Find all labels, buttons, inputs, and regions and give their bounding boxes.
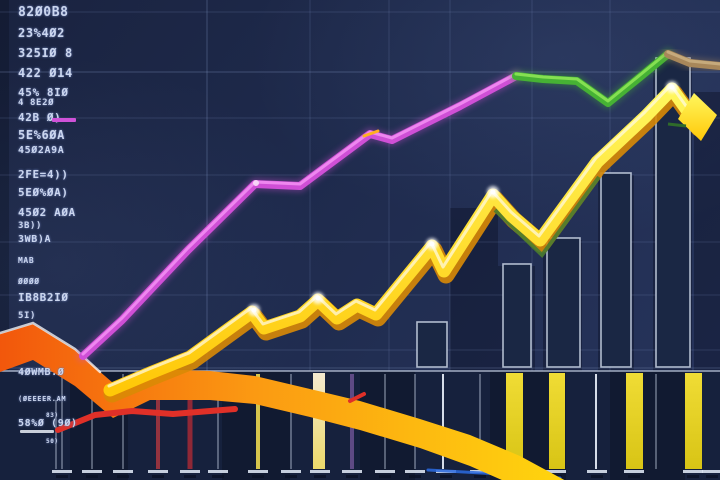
yellow-volume-bar <box>626 373 643 469</box>
x-axis-tick <box>113 470 133 473</box>
green-tip-dash <box>667 122 687 128</box>
x-axis-label-smudge <box>591 475 603 478</box>
x-axis-label-smudge <box>56 475 68 478</box>
x-axis-label-smudge <box>252 475 264 478</box>
yellow-volume-bar <box>506 373 523 469</box>
x-axis-tick <box>587 470 607 473</box>
x-axis-label-smudge <box>346 475 358 478</box>
x-axis-tick <box>702 470 720 473</box>
red-dash <box>348 392 366 403</box>
x-axis-label-smudge <box>379 475 391 478</box>
x-axis-label-smudge <box>117 475 129 478</box>
peak-glint-core <box>669 84 675 90</box>
x-axis-tick <box>405 470 425 473</box>
trend-line-highlight <box>81 72 518 356</box>
x-axis-label-smudge <box>440 475 452 478</box>
x-axis-label-smudge <box>314 475 326 478</box>
x-axis-label-smudge <box>409 475 421 478</box>
left-edge-shade <box>0 0 9 480</box>
peak-glint-core <box>251 307 257 313</box>
x-axis-tick <box>375 470 395 473</box>
x-axis-tick <box>82 470 102 473</box>
trend-line-tan <box>664 50 720 70</box>
trend-plateau-dot <box>253 180 259 186</box>
yellow-line-green-edge <box>493 175 601 259</box>
x-axis-label-smudge <box>285 475 297 478</box>
x-axis-label-smudge <box>86 475 98 478</box>
x-axis-tick <box>281 470 301 473</box>
trend-line-highlight <box>514 50 670 103</box>
panel-column <box>610 371 685 480</box>
trend-orange-accent <box>362 129 380 138</box>
x-axis-tick <box>624 470 644 473</box>
outlined-bar <box>546 237 581 368</box>
x-axis-tick <box>248 470 268 473</box>
x-axis-tick <box>148 470 168 473</box>
x-axis-tick <box>310 470 330 473</box>
outlined-bar <box>502 263 532 368</box>
background-column <box>694 92 720 371</box>
red-line <box>55 406 238 433</box>
orange-band-highlight <box>0 321 102 374</box>
x-axis-tick <box>683 470 703 473</box>
peak-glint-core <box>429 241 435 247</box>
x-axis-label-smudge <box>184 475 196 478</box>
x-axis-label-smudge <box>474 475 486 478</box>
x-axis-label-smudge <box>212 475 224 478</box>
yellow-volume-bar <box>685 373 702 469</box>
x-axis-label-smudge <box>628 475 640 478</box>
x-axis-tick <box>342 470 362 473</box>
x-axis-tick <box>208 470 228 473</box>
trend-line-green <box>512 50 672 107</box>
yellow-volume-bar <box>313 373 325 469</box>
yellow-diamond-tip <box>678 93 717 141</box>
orange-band <box>0 324 565 480</box>
x-axis-tick <box>52 470 72 473</box>
outlined-bar <box>416 321 448 368</box>
x-axis-label-smudge <box>687 475 699 478</box>
x-axis-label-smudge <box>706 475 718 478</box>
trend-line-highlight <box>666 50 720 66</box>
yellow-volume-bar <box>549 373 565 469</box>
outlined-bar <box>600 172 632 368</box>
x-axis-tick <box>546 470 566 473</box>
peak-glint-core <box>315 295 321 301</box>
x-axis-tick <box>180 470 200 473</box>
peak-glint-core <box>490 189 496 195</box>
x-axis-label-smudge <box>152 475 164 478</box>
